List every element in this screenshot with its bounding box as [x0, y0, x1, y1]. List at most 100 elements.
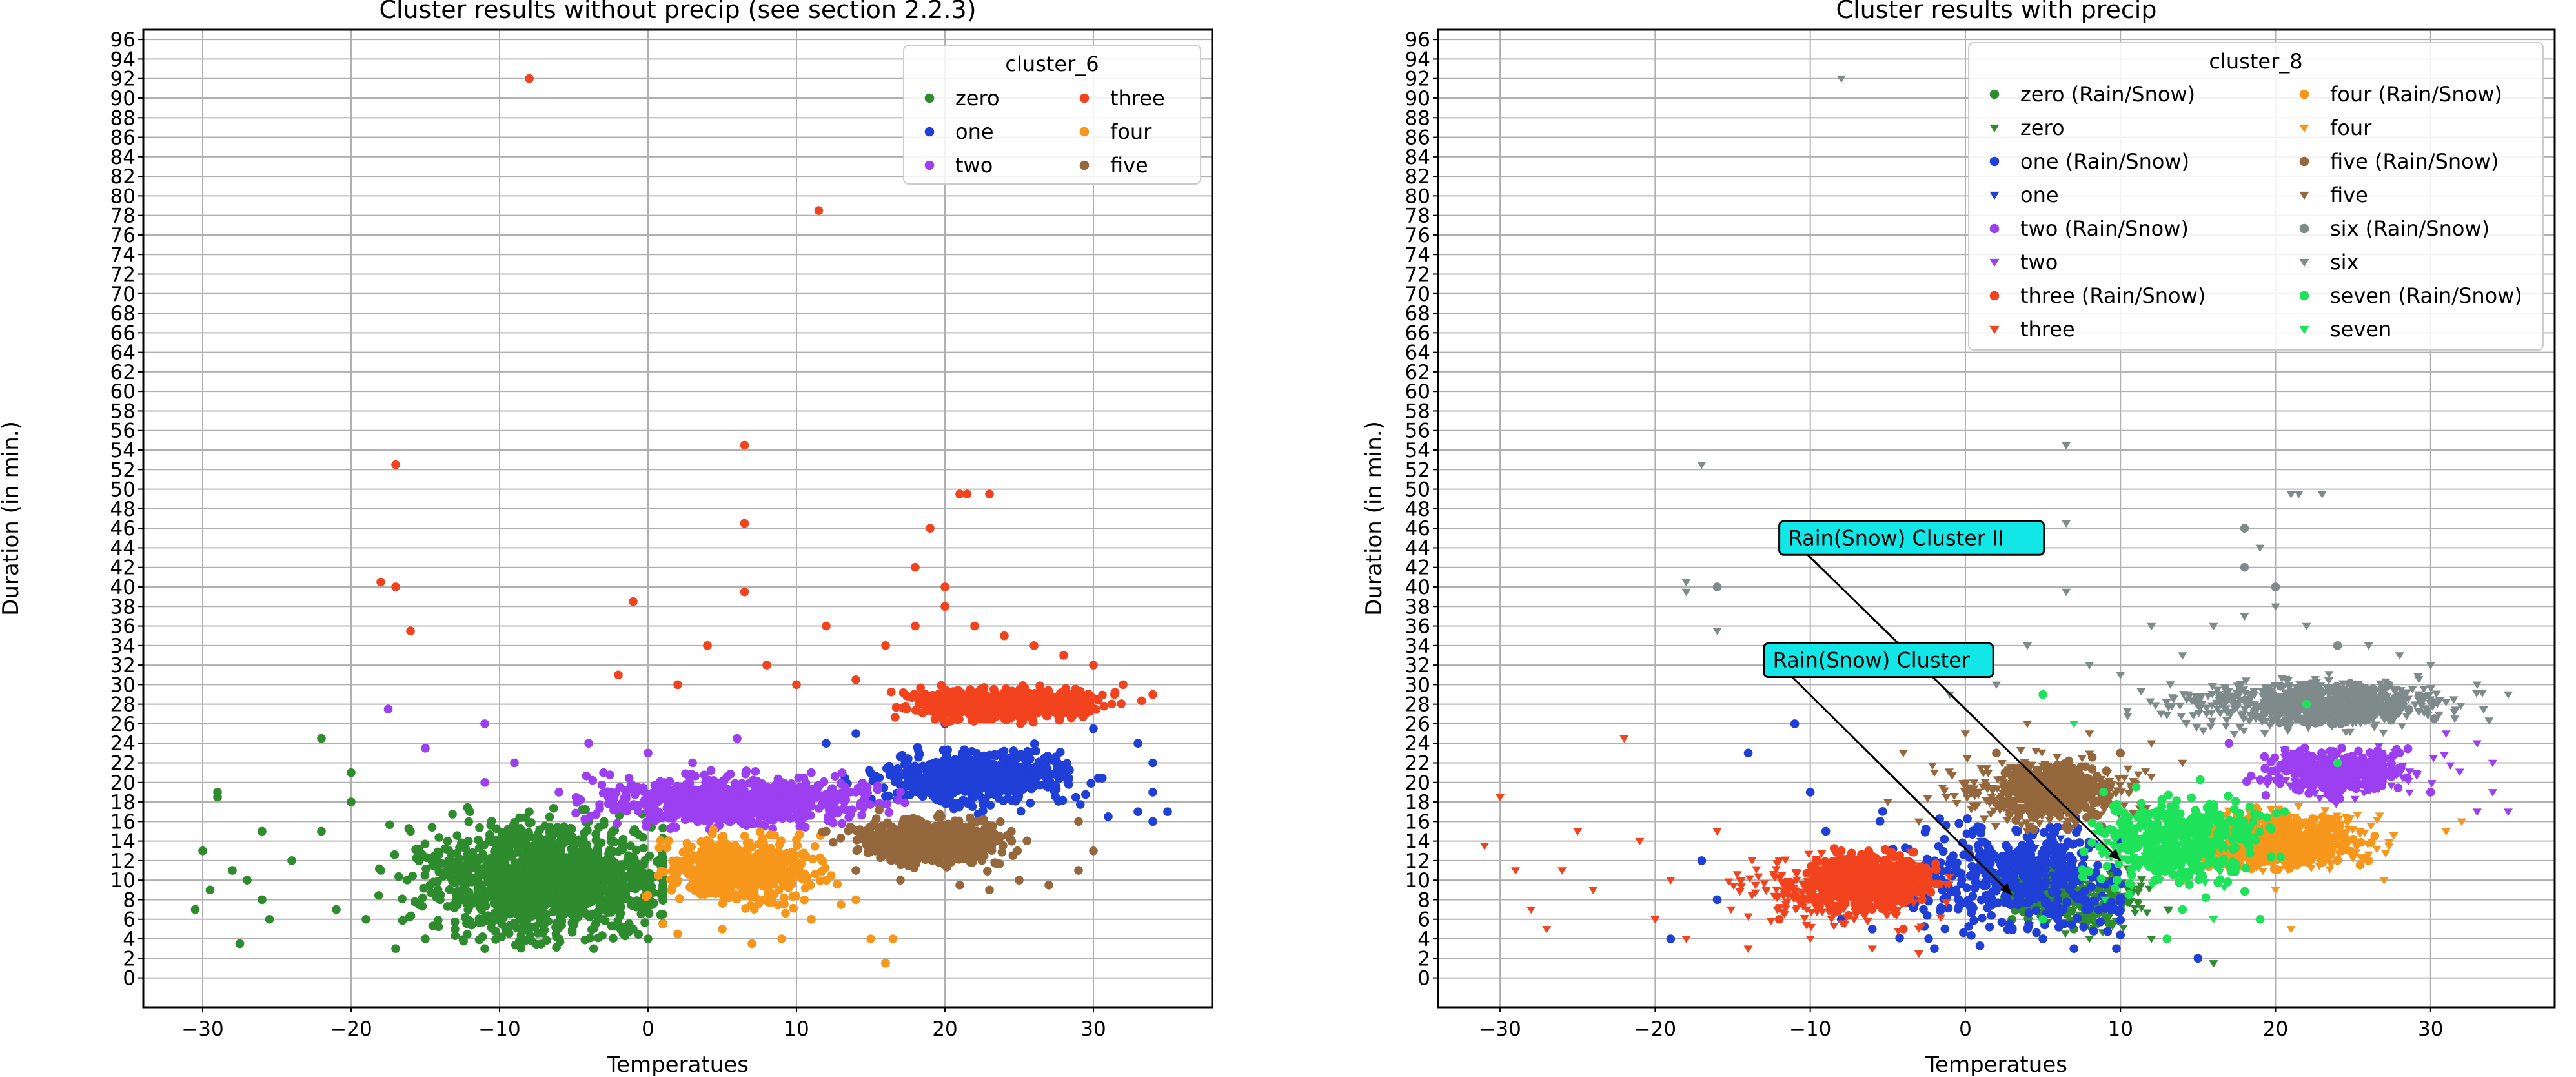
- data-point: [955, 880, 964, 890]
- data-point: [822, 876, 831, 885]
- data-point: [609, 934, 618, 943]
- data-point: [474, 836, 483, 845]
- data-point: [742, 875, 751, 885]
- data-point: [1037, 695, 1047, 704]
- data-point: [549, 804, 558, 813]
- data-point: [800, 875, 809, 884]
- data-point: [937, 812, 946, 821]
- data-point: [523, 863, 533, 872]
- data-point: [1039, 780, 1048, 789]
- data-point: [480, 944, 489, 953]
- data-point: [811, 869, 820, 879]
- data-point: [474, 935, 484, 945]
- data-point: [516, 943, 526, 953]
- data-point: [317, 733, 326, 743]
- data-point: [714, 865, 724, 875]
- data-point: [431, 852, 441, 861]
- data-point: [525, 807, 534, 816]
- data-point: [658, 888, 667, 898]
- data-point: [390, 850, 400, 859]
- data-point: [729, 872, 739, 881]
- data-point: [685, 778, 695, 788]
- data-point: [463, 836, 473, 846]
- data-point: [535, 885, 544, 895]
- x-tick-label: 0: [642, 1018, 654, 1041]
- data-point: [599, 768, 608, 777]
- data-point: [711, 889, 720, 899]
- data-point: [658, 919, 667, 929]
- legend-marker: [1079, 93, 1090, 103]
- data-point: [857, 810, 866, 820]
- data-point: [522, 889, 531, 899]
- data-point: [406, 826, 415, 836]
- data-point: [1019, 764, 1028, 774]
- data-point: [593, 856, 602, 865]
- x-tick-label: −30: [181, 1018, 223, 1041]
- x-tick-label: −10: [478, 1018, 520, 1041]
- data-point: [667, 886, 676, 895]
- data-point: [235, 939, 245, 949]
- data-point: [830, 772, 840, 781]
- data-point: [613, 877, 622, 887]
- data-point: [967, 746, 977, 756]
- data-point: [403, 876, 412, 885]
- data-point: [1086, 779, 1095, 788]
- data-point: [967, 715, 977, 725]
- data-point: [881, 792, 890, 801]
- data-point: [558, 877, 567, 887]
- data-point: [799, 848, 809, 857]
- data-point: [394, 872, 403, 881]
- data-point: [900, 798, 909, 808]
- data-point: [629, 597, 638, 606]
- data-point: [258, 826, 267, 836]
- data-point: [647, 806, 656, 815]
- legend-label: five: [1110, 153, 1148, 178]
- data-point: [1089, 661, 1098, 670]
- data-point: [1119, 680, 1128, 690]
- data-point: [460, 884, 469, 894]
- data-point: [1081, 790, 1090, 799]
- data-point: [486, 821, 495, 830]
- data-point: [665, 799, 674, 808]
- data-point: [960, 822, 969, 832]
- data-point: [757, 795, 767, 804]
- data-point: [452, 887, 462, 896]
- data-point: [458, 935, 468, 945]
- data-point: [1148, 788, 1157, 797]
- data-point: [475, 823, 484, 832]
- data-point: [759, 805, 768, 814]
- data-point: [918, 847, 928, 857]
- data-point: [616, 908, 625, 918]
- data-point: [873, 785, 882, 794]
- data-point: [1000, 779, 1009, 789]
- data-point: [601, 860, 610, 870]
- data-point: [911, 787, 921, 797]
- data-point: [1022, 836, 1031, 846]
- data-point: [1074, 866, 1083, 875]
- data-point: [631, 845, 641, 855]
- data-point: [822, 739, 831, 748]
- data-point: [622, 806, 632, 816]
- data-point: [738, 886, 747, 896]
- data-point: [770, 830, 779, 840]
- data-point: [522, 924, 532, 933]
- data-point: [891, 712, 900, 722]
- data-point: [546, 838, 555, 847]
- data-point: [985, 885, 994, 895]
- data-point: [789, 861, 798, 870]
- data-point: [1133, 807, 1142, 816]
- data-point: [1062, 759, 1071, 768]
- data-point: [1054, 712, 1063, 721]
- data-point: [909, 859, 918, 869]
- data-point: [406, 626, 415, 635]
- data-point: [1089, 724, 1098, 733]
- data-point: [484, 890, 493, 899]
- data-point: [580, 814, 589, 824]
- data-point: [931, 839, 940, 848]
- data-point: [705, 796, 714, 805]
- data-point: [609, 846, 618, 856]
- data-point: [317, 826, 326, 836]
- data-point: [598, 788, 608, 798]
- data-point: [1026, 694, 1035, 704]
